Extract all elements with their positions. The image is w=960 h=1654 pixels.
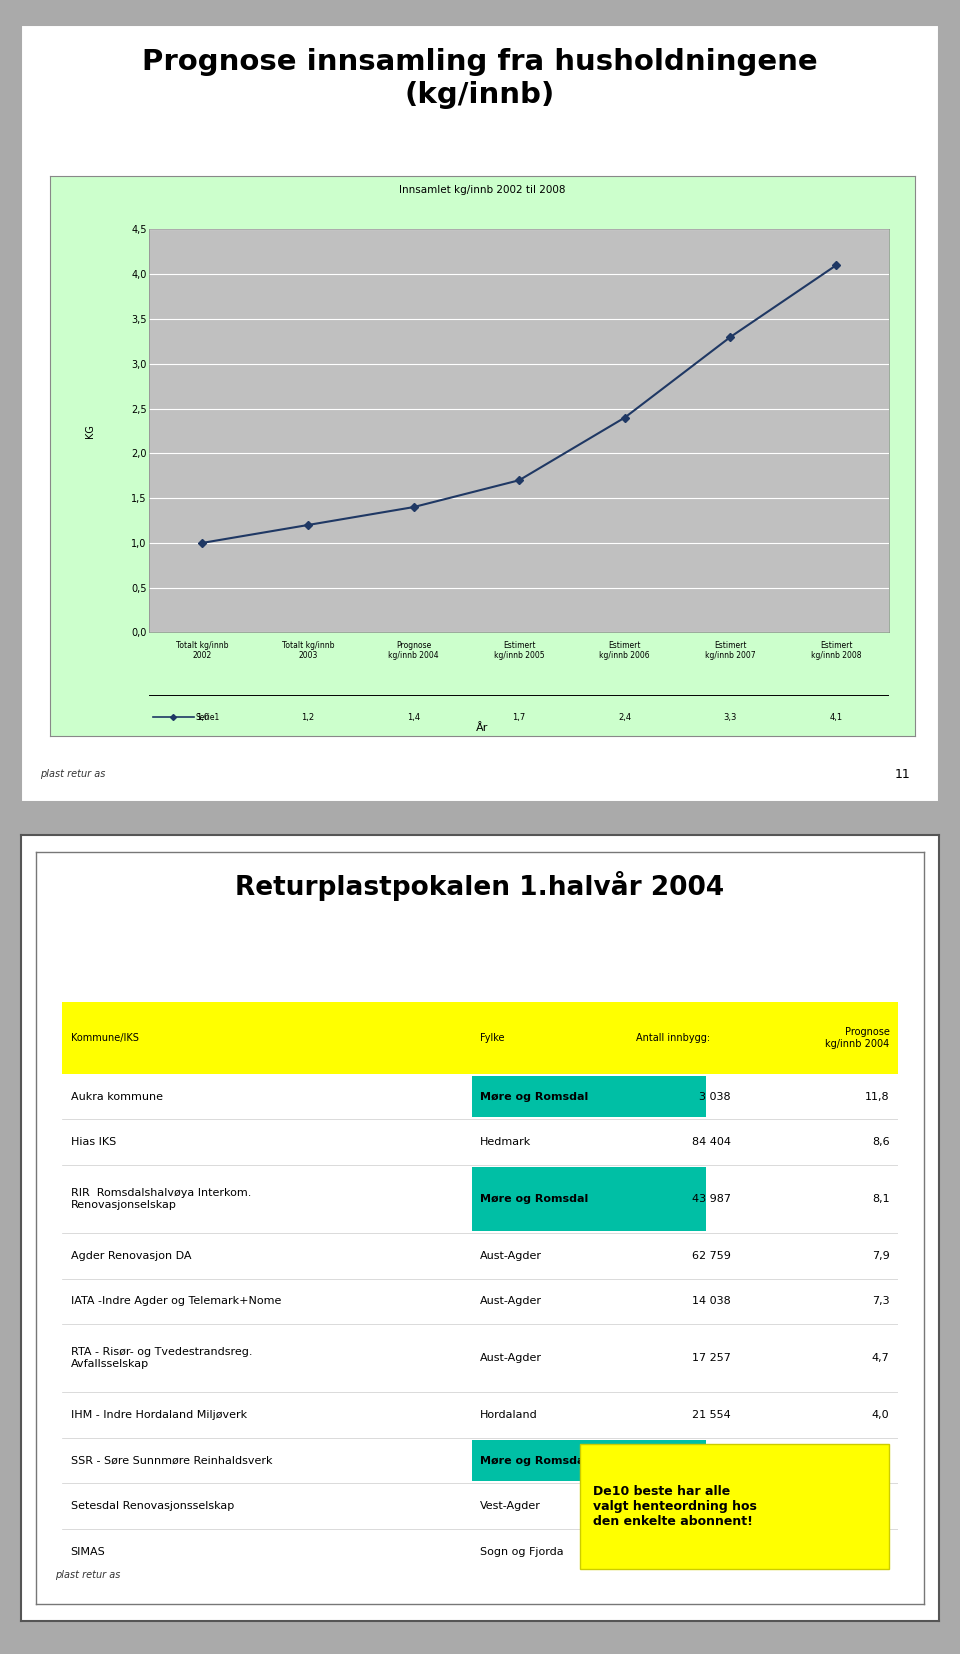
Text: Hordaland: Hordaland (480, 1411, 538, 1421)
Text: Aust-Agder: Aust-Agder (480, 1353, 542, 1363)
Text: Aukra kommune: Aukra kommune (70, 1092, 162, 1102)
Text: 2,4: 2,4 (618, 713, 632, 721)
FancyBboxPatch shape (471, 1168, 706, 1231)
Text: Estimert
kg/innb 2008: Estimert kg/innb 2008 (811, 640, 861, 660)
FancyBboxPatch shape (471, 1441, 706, 1480)
Text: SSR - Søre Sunnmøre Reinhaldsverk: SSR - Søre Sunnmøre Reinhaldsverk (70, 1456, 272, 1465)
Text: Møre og Romsdal: Møre og Romsdal (480, 1456, 588, 1465)
Text: Estimert
kg/innb 2006: Estimert kg/innb 2006 (599, 640, 650, 660)
Text: 3,8: 3,8 (872, 1456, 890, 1465)
Text: 11,8: 11,8 (865, 1092, 890, 1102)
Text: 11: 11 (895, 767, 910, 781)
Text: IHM - Indre Hordaland Miljøverk: IHM - Indre Hordaland Miljøverk (70, 1411, 247, 1421)
Text: Vest-Agder: Vest-Agder (480, 1502, 540, 1512)
Text: 62 759: 62 759 (692, 1250, 731, 1260)
Text: Serie1: Serie1 (196, 713, 220, 721)
Text: SIMAS: SIMAS (70, 1546, 106, 1556)
Text: Hias IKS: Hias IKS (70, 1136, 116, 1148)
Text: 1,0: 1,0 (196, 713, 208, 721)
Text: 1,7: 1,7 (513, 713, 526, 721)
Text: plast retur as: plast retur as (55, 1570, 120, 1581)
Text: De10 beste har alle
valgt henteordning hos
den enkelte abonnent!: De10 beste har alle valgt henteordning h… (593, 1485, 756, 1528)
Text: Fylke: Fylke (480, 1034, 505, 1044)
FancyBboxPatch shape (580, 1444, 890, 1568)
Text: plast retur as: plast retur as (40, 769, 106, 779)
Text: Prognose
kg/innb 2004: Prognose kg/innb 2004 (826, 1027, 890, 1049)
FancyBboxPatch shape (62, 1002, 898, 1073)
Text: 21 554: 21 554 (692, 1411, 731, 1421)
Text: 43 987: 43 987 (692, 1194, 731, 1204)
Text: 1,2: 1,2 (301, 713, 315, 721)
Text: 4,0: 4,0 (872, 1411, 890, 1421)
Text: KG: KG (85, 423, 95, 438)
Text: Hedmark: Hedmark (480, 1136, 531, 1148)
Text: 8,1: 8,1 (872, 1194, 890, 1204)
Text: Antall innbygg:: Antall innbygg: (636, 1034, 709, 1044)
FancyBboxPatch shape (471, 1077, 706, 1116)
Text: 17 257: 17 257 (692, 1353, 731, 1363)
Text: 14 038: 14 038 (692, 1297, 731, 1307)
Text: Sogn og Fjorda: Sogn og Fjorda (480, 1546, 564, 1556)
Text: 4,7: 4,7 (872, 1353, 890, 1363)
Text: Aust-Agder: Aust-Agder (480, 1250, 542, 1260)
Text: 1,4: 1,4 (407, 713, 420, 721)
Text: Prognose innsamling fra husholdningene
(kg/innb): Prognose innsamling fra husholdningene (… (142, 48, 818, 109)
Text: Kommune/IKS: Kommune/IKS (70, 1034, 138, 1044)
Text: År: År (476, 723, 489, 733)
Text: 22 405: 22 405 (692, 1456, 731, 1465)
Text: IATA -Indre Agder og Telemark+Nome: IATA -Indre Agder og Telemark+Nome (70, 1297, 281, 1307)
Text: Møre og Romsdal: Møre og Romsdal (480, 1092, 588, 1102)
Text: 3 038: 3 038 (699, 1092, 731, 1102)
Text: RIR  Romsdalshalvøya Interkom.
Renovasjonselskap: RIR Romsdalshalvøya Interkom. Renovasjon… (70, 1188, 251, 1209)
Text: 4,1: 4,1 (829, 713, 843, 721)
Text: Prognose
kg/innb 2004: Prognose kg/innb 2004 (388, 640, 439, 660)
Text: Setesdal Renovasjonsselskap: Setesdal Renovasjonsselskap (70, 1502, 234, 1512)
Text: Møre og Romsdal: Møre og Romsdal (480, 1194, 588, 1204)
Text: RTA - Risør- og Tvedestrandsreg.
Avfallsselskap: RTA - Risør- og Tvedestrandsreg. Avfalls… (70, 1348, 252, 1370)
Text: Returplastpokalen 1.halvår 2004: Returplastpokalen 1.halvår 2004 (235, 870, 725, 901)
Text: 3,3: 3,3 (724, 713, 737, 721)
Text: 8,6: 8,6 (872, 1136, 890, 1148)
Text: Estimert
kg/innb 2007: Estimert kg/innb 2007 (706, 640, 756, 660)
Text: Agder Renovasjon DA: Agder Renovasjon DA (70, 1250, 191, 1260)
Text: 7,9: 7,9 (872, 1250, 890, 1260)
Text: 7,3: 7,3 (872, 1297, 890, 1307)
Text: Estimert
kg/innb 2005: Estimert kg/innb 2005 (493, 640, 544, 660)
Text: Totalt kg/innb
2002: Totalt kg/innb 2002 (176, 640, 228, 660)
Text: Aust-Agder: Aust-Agder (480, 1297, 542, 1307)
Text: Innsamlet kg/innb 2002 til 2008: Innsamlet kg/innb 2002 til 2008 (399, 185, 565, 195)
Text: 84 404: 84 404 (692, 1136, 731, 1148)
Text: Totalt kg/innb
2003: Totalt kg/innb 2003 (281, 640, 334, 660)
